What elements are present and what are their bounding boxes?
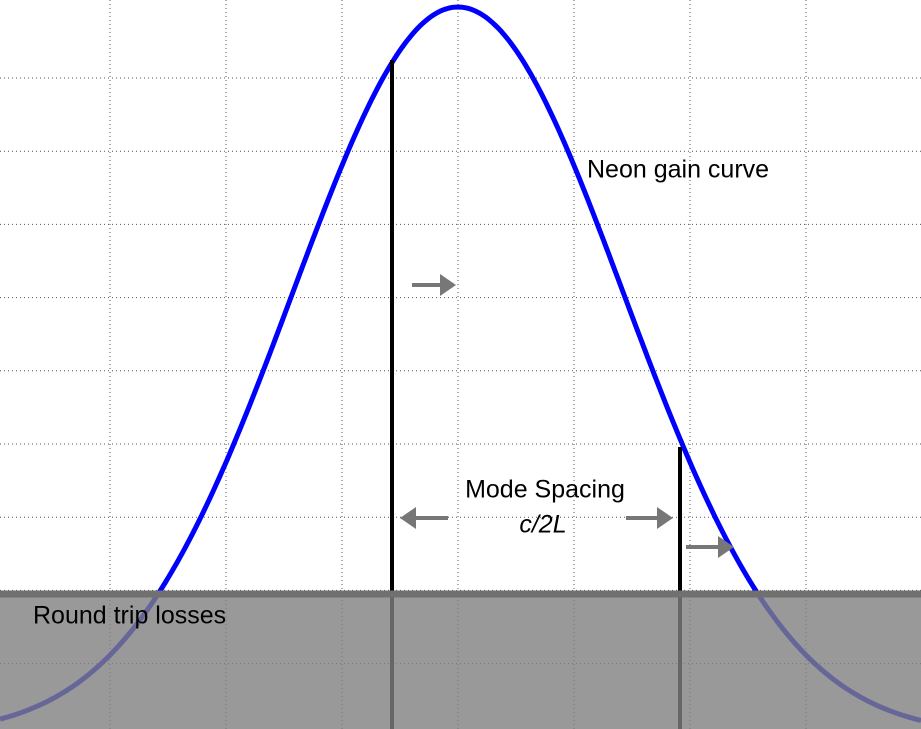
mode-spacing-label: Mode Spacing (465, 476, 625, 504)
arrow (412, 274, 456, 296)
arrow (626, 507, 673, 529)
loss-region (0, 591, 921, 729)
arrow (686, 536, 734, 558)
arrow (400, 507, 448, 529)
gain-curve-label: Neon gain curve (587, 156, 769, 184)
losses-label: Round trip losses (33, 602, 226, 630)
mode-spacing-formula: c/2L (519, 511, 566, 539)
